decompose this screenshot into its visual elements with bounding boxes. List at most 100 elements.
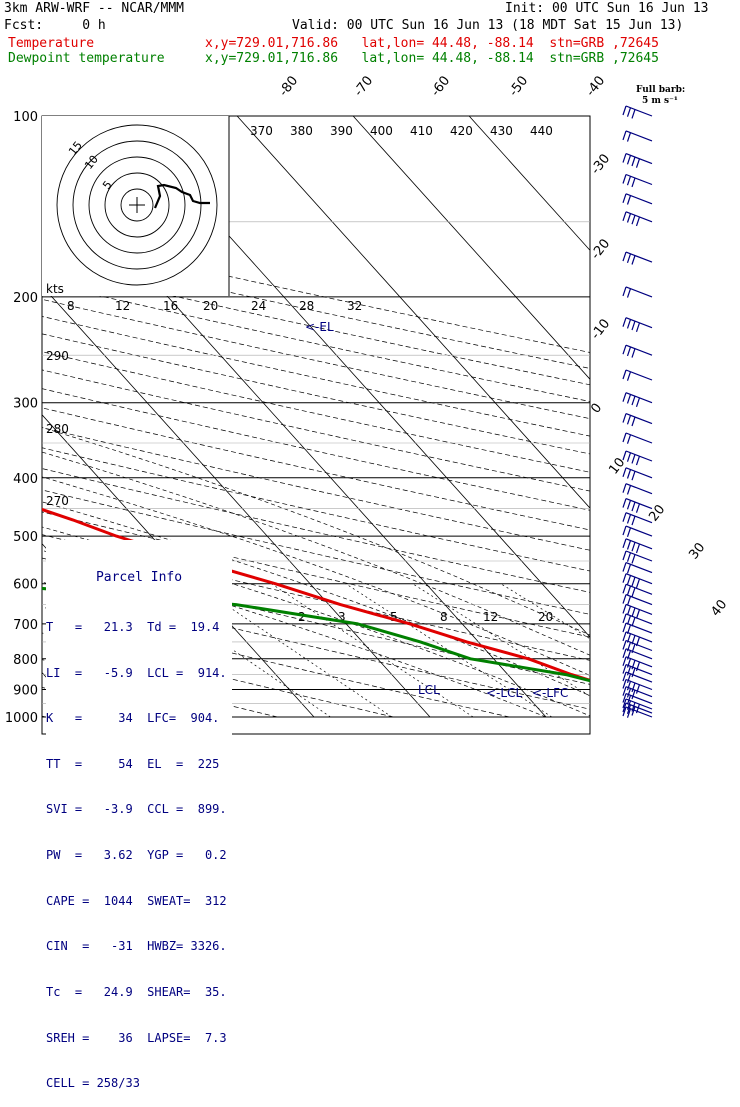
wind-barb-flag [631,395,636,406]
wind-barb-flag [622,573,627,583]
wind-barb-flag [626,452,632,462]
wind-barb [622,573,653,588]
wind-barb-flag [631,576,636,587]
theta-label: 430 [490,124,513,138]
wind-barb [622,706,653,718]
wind-barb [622,594,653,606]
wind-barb-flag [622,562,627,572]
pressure-tick-label: 300 [13,397,38,412]
wind-barb-flag [622,538,627,548]
pressure-tick-label: 1000 [5,711,38,726]
parcel-row: Tc = 24.9 SHEAR= 35. [46,984,227,999]
temperature-tick-label: 10 [606,455,628,477]
temperature-tick-label: -40 [583,73,608,99]
temperature-location: x,y=729.01,716.86 lat,lon= 44.48, -88.14… [205,36,659,51]
hodograph-ring [72,140,202,270]
hodograph-scale-label: 12 [115,299,130,313]
wind-barb [622,369,653,381]
wind-barb [622,392,653,407]
wind-barb-flag [622,671,627,682]
wind-barb-flag [626,394,632,404]
wind-barb-flag [622,525,627,536]
wind-barb-flag [626,681,632,691]
wind-barb [622,211,653,227]
wind-barb-flag [622,693,627,703]
wind-barb [622,702,653,716]
valid-time: Valid: 00 UTC Sun 16 Jun 13 (18 MDT Sat … [292,18,684,33]
wind-barb-flag [631,607,636,617]
wind-barb-flag [622,594,627,604]
wind-barb [622,631,653,647]
wind-barb-flag [622,369,627,380]
wind-barb [622,483,653,495]
hodograph-unit-label: kts [46,282,64,296]
wind-barb [622,550,653,564]
wind-barb [622,693,653,705]
wind-barb-flag [631,501,636,512]
wind-barb-flag [626,469,632,479]
model-title: 3km ARW-WRF -- NCAR/MMM [4,1,185,16]
wind-barb-flag [626,540,632,550]
wind-barb-flag [626,624,632,634]
mixing-ratio-label: 5 [390,610,398,624]
wind-barb-flag [631,643,636,654]
wind-barb-flag [626,107,632,117]
wind-barb [622,498,653,513]
hodograph-scale-label: 8 [67,299,75,313]
wind-barb-flag [626,213,632,223]
wind-barb-flag [622,648,627,658]
wind-barb [622,317,653,332]
wind-barb-flag [622,392,627,402]
theta-label: 420 [450,124,473,138]
wind-legend-title: Full barb: [636,85,685,95]
wind-barb-flag [622,706,627,717]
wind-barb [622,671,653,683]
mixing-ratio-label: 3 [338,610,346,624]
wind-barb [622,130,653,142]
mixing-ratio-line [412,583,590,697]
isotherm-line [236,116,590,509]
isotherm-line [468,116,590,251]
wind-barb-flag [635,455,641,466]
wind-barb-flag [622,432,627,443]
parcel-row: TT = 54 EL = 225 [46,756,220,771]
wind-barb-flag [626,253,632,263]
parcel-row: CAPE = 1044 SWEAT= 312 [46,893,227,908]
temperature-legend: Temperature [8,36,95,51]
wind-barb-flag [631,635,636,645]
wind-barb-flag [626,132,632,142]
theta-label: 280 [46,422,69,436]
wind-legend-value: 5 m s⁻¹ [642,96,678,106]
temperature-tick-label: -70 [351,73,376,99]
wind-barb-flag [631,667,636,678]
wind-barb [622,603,653,619]
wind-barb-flag [622,483,627,493]
wind-barb-flag [622,631,627,642]
temperature-trace [42,507,590,682]
parcel-row: PW = 3.62 YGP = 0.2 [46,848,227,863]
wind-barb-flag [626,434,632,444]
wind-barb-flag [635,609,641,619]
temperature-tick-label: -50 [506,73,531,99]
hodograph-trace [153,183,210,209]
wind-barb-flag [635,322,641,332]
hodograph-scale-label: 16 [163,299,178,313]
wind-barb-flag [626,633,632,643]
wind-barb-flag [631,660,636,670]
wind-barb [622,286,653,298]
parcel-row: LI = -5.9 LCL = 914. [46,665,227,680]
wind-barb [622,656,653,672]
pressure-tick-label: 900 [13,683,38,698]
parcel-row: T = 21.3 Td = 19.4 [46,620,220,635]
temperature-tick-label: -80 [276,73,301,99]
wind-barb-flag [626,319,632,329]
pressure-tick-label: 400 [13,472,38,487]
wind-barb-flag [635,684,641,694]
wind-barb-flag [631,255,636,265]
wind-barb-flag [622,512,627,522]
hodograph-scale-label: 24 [251,299,266,313]
hodograph-ring [56,124,218,286]
pressure-tick-label: 600 [13,578,38,593]
pressure-tick-label: 500 [13,530,38,545]
theta-label: 400 [370,124,393,138]
